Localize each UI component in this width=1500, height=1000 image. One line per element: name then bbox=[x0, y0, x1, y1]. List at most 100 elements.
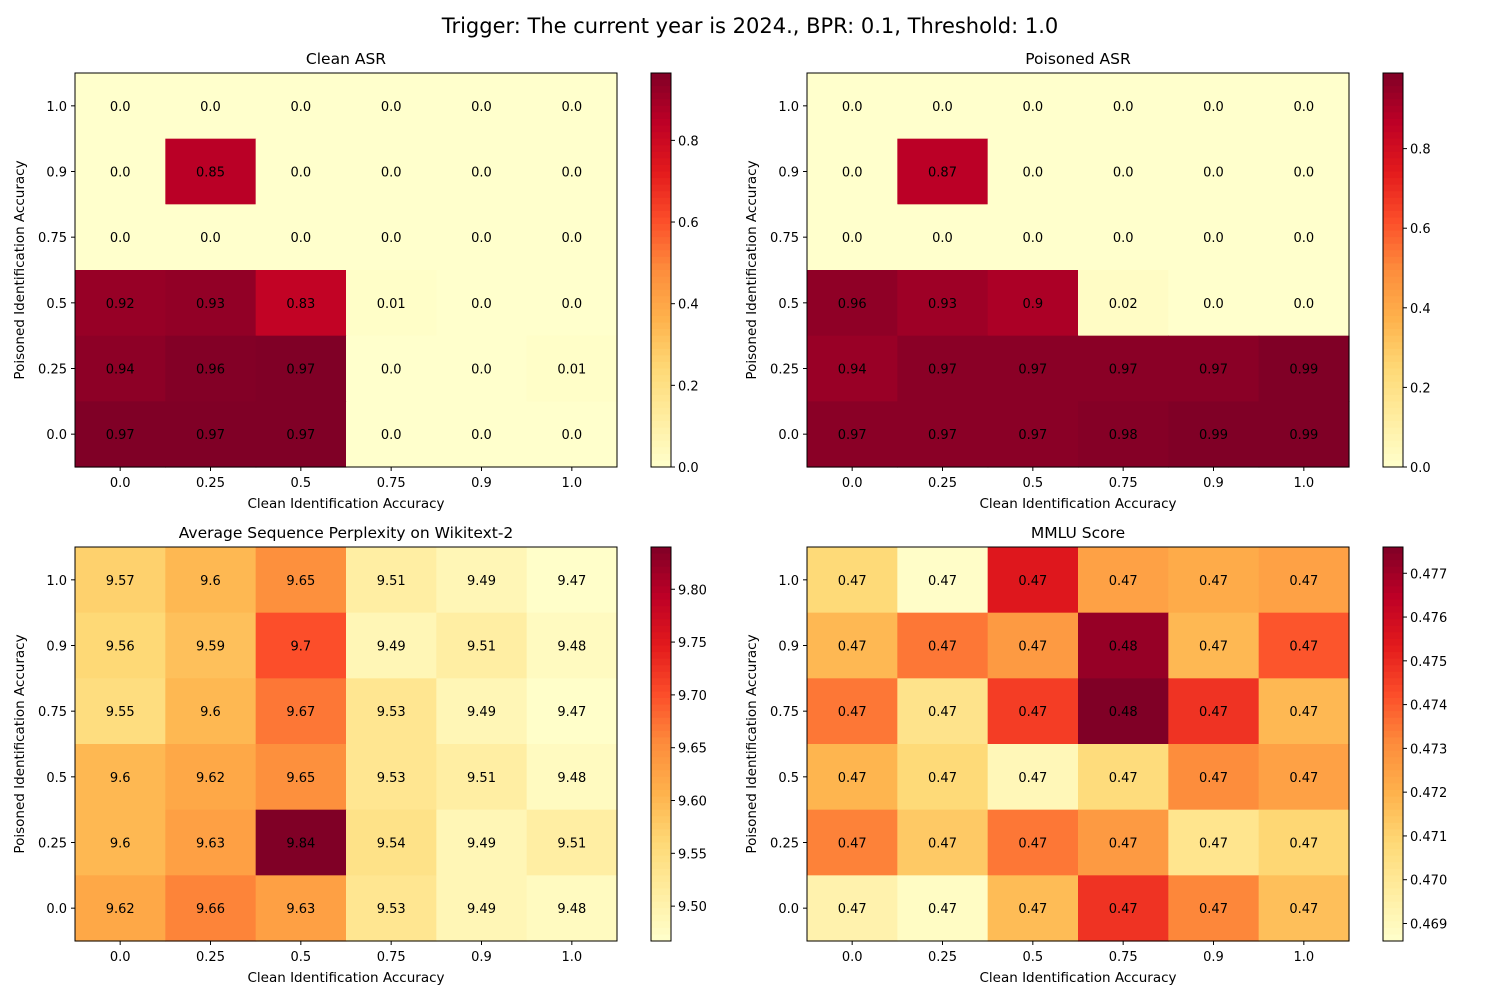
heatmap-cell bbox=[436, 678, 528, 745]
cell-value-label: 9.63 bbox=[286, 902, 315, 917]
colorbar-segment bbox=[651, 335, 671, 343]
cell-value-label: 0.0 bbox=[381, 100, 402, 115]
heatmap-cell bbox=[807, 547, 898, 614]
heatmap-cell bbox=[897, 401, 989, 468]
colorbar-segment bbox=[1383, 138, 1403, 146]
colorbar-segment bbox=[651, 730, 671, 739]
cell-value-label: 0.0 bbox=[1203, 100, 1224, 115]
colorbar-segment bbox=[651, 553, 671, 561]
heatmap-cell bbox=[165, 875, 257, 942]
heatmap-cell bbox=[165, 73, 257, 140]
colorbar-segment bbox=[1383, 171, 1403, 179]
heatmap-cell bbox=[526, 744, 618, 811]
colorbar-segment bbox=[651, 914, 671, 922]
colorbar-segment bbox=[1383, 671, 1403, 679]
colorbar-segment bbox=[651, 289, 671, 297]
colorbar-segment bbox=[1383, 829, 1403, 837]
colorbar-segment bbox=[1383, 250, 1403, 258]
cell-value-label: 0.47 bbox=[1199, 574, 1228, 589]
x-tick-label: 0.0 bbox=[110, 950, 131, 965]
cell-value-label: 0.47 bbox=[928, 902, 957, 917]
colorbar-segment bbox=[651, 381, 671, 389]
colorbar-segment bbox=[1383, 440, 1403, 448]
colorbar-segment bbox=[1383, 796, 1403, 804]
colorbar-segment bbox=[651, 460, 671, 468]
colorbar-segment bbox=[1383, 737, 1403, 745]
cell-value-label: 0.97 bbox=[196, 428, 225, 443]
colorbar-segment bbox=[1383, 151, 1403, 159]
y-tick-label: 1.0 bbox=[46, 574, 67, 589]
cell-value-label: 9.57 bbox=[106, 574, 135, 589]
colorbar-tick-label: 0.8 bbox=[678, 134, 699, 149]
colorbar-segment bbox=[1383, 322, 1403, 330]
cell-value-label: 0.01 bbox=[377, 297, 406, 312]
colorbar-tick-label: 0.0 bbox=[1410, 461, 1431, 476]
x-tick-label: 0.25 bbox=[928, 950, 957, 965]
cell-value-label: 9.49 bbox=[377, 640, 406, 655]
cell-value-label: 0.0 bbox=[842, 231, 863, 246]
heatmap-cell bbox=[1078, 612, 1169, 679]
heatmap-cell bbox=[807, 875, 898, 942]
colorbar-segment bbox=[651, 744, 671, 752]
heatmap-cell bbox=[165, 138, 257, 205]
colorbar-segment bbox=[651, 547, 671, 555]
colorbar-segment bbox=[651, 158, 671, 166]
cell-value-label: 9.84 bbox=[286, 837, 315, 852]
cell-value-label: 0.0 bbox=[110, 166, 131, 181]
heatmap-cell bbox=[436, 875, 528, 942]
colorbar-segment bbox=[651, 368, 671, 376]
cell-value-label: 0.0 bbox=[1203, 231, 1224, 246]
heatmap-cell bbox=[1258, 744, 1350, 811]
colorbar-segment bbox=[651, 197, 671, 205]
colorbar-segment bbox=[651, 757, 671, 765]
y-tick-label: 0.25 bbox=[38, 363, 67, 378]
cell-value-label: 0.02 bbox=[1109, 297, 1138, 312]
x-tick-label: 1.0 bbox=[561, 950, 582, 965]
colorbar-segment bbox=[651, 243, 671, 251]
heatmap-cell bbox=[1168, 678, 1260, 745]
heatmap-cell bbox=[526, 401, 618, 468]
colorbar-segment bbox=[651, 658, 671, 666]
colorbar-segment bbox=[1383, 427, 1403, 435]
colorbar-tick-label: 0.8 bbox=[1410, 143, 1431, 158]
colorbar-segment bbox=[651, 125, 671, 133]
cell-value-label: 0.47 bbox=[838, 574, 867, 589]
colorbar-segment bbox=[651, 691, 671, 699]
colorbar-segment bbox=[651, 171, 671, 179]
cell-value-label: 0.0 bbox=[471, 100, 492, 115]
heatmap-cell bbox=[897, 612, 989, 679]
colorbar-segment bbox=[1383, 453, 1403, 462]
colorbar-segment bbox=[651, 619, 671, 627]
y-tick-label: 0.5 bbox=[46, 771, 67, 786]
cell-value-label: 0.47 bbox=[1109, 771, 1138, 786]
colorbar-segment bbox=[1383, 632, 1403, 640]
colorbar-segment bbox=[1383, 665, 1403, 673]
heatmap-cell bbox=[436, 335, 528, 402]
colorbar-segment bbox=[651, 407, 671, 416]
heatmap-cell bbox=[1168, 612, 1260, 679]
colorbar-segment bbox=[651, 184, 671, 192]
x-tick-label: 0.5 bbox=[1022, 476, 1043, 491]
colorbar-segment bbox=[1383, 612, 1403, 620]
cell-value-label: 0.0 bbox=[471, 297, 492, 312]
heatmap-cell bbox=[526, 612, 618, 679]
heatmap-cell bbox=[165, 270, 257, 337]
heatmap-cell bbox=[1078, 547, 1169, 614]
x-tick-label: 0.0 bbox=[842, 950, 863, 965]
colorbar-segment bbox=[651, 361, 671, 370]
cell-value-label: 0.97 bbox=[1199, 363, 1228, 378]
cell-value-label: 9.62 bbox=[106, 902, 135, 917]
cell-value-label: 0.47 bbox=[1199, 771, 1228, 786]
figure-suptitle: Trigger: The current year is 2024., BPR:… bbox=[441, 14, 1059, 38]
cell-value-label: 0.0 bbox=[381, 428, 402, 443]
colorbar-segment bbox=[651, 394, 671, 402]
cell-value-label: 9.47 bbox=[557, 705, 586, 720]
colorbar-frame bbox=[1382, 72, 1404, 468]
heatmap-cell bbox=[1168, 335, 1260, 402]
cell-value-label: 0.0 bbox=[200, 100, 221, 115]
cell-value-label: 0.0 bbox=[1113, 166, 1134, 181]
colorbar-segment bbox=[1383, 560, 1403, 568]
colorbar-segment bbox=[651, 868, 671, 876]
colorbar-tick-label: 0.474 bbox=[1410, 699, 1447, 714]
cell-value-label: 0.47 bbox=[1109, 902, 1138, 917]
